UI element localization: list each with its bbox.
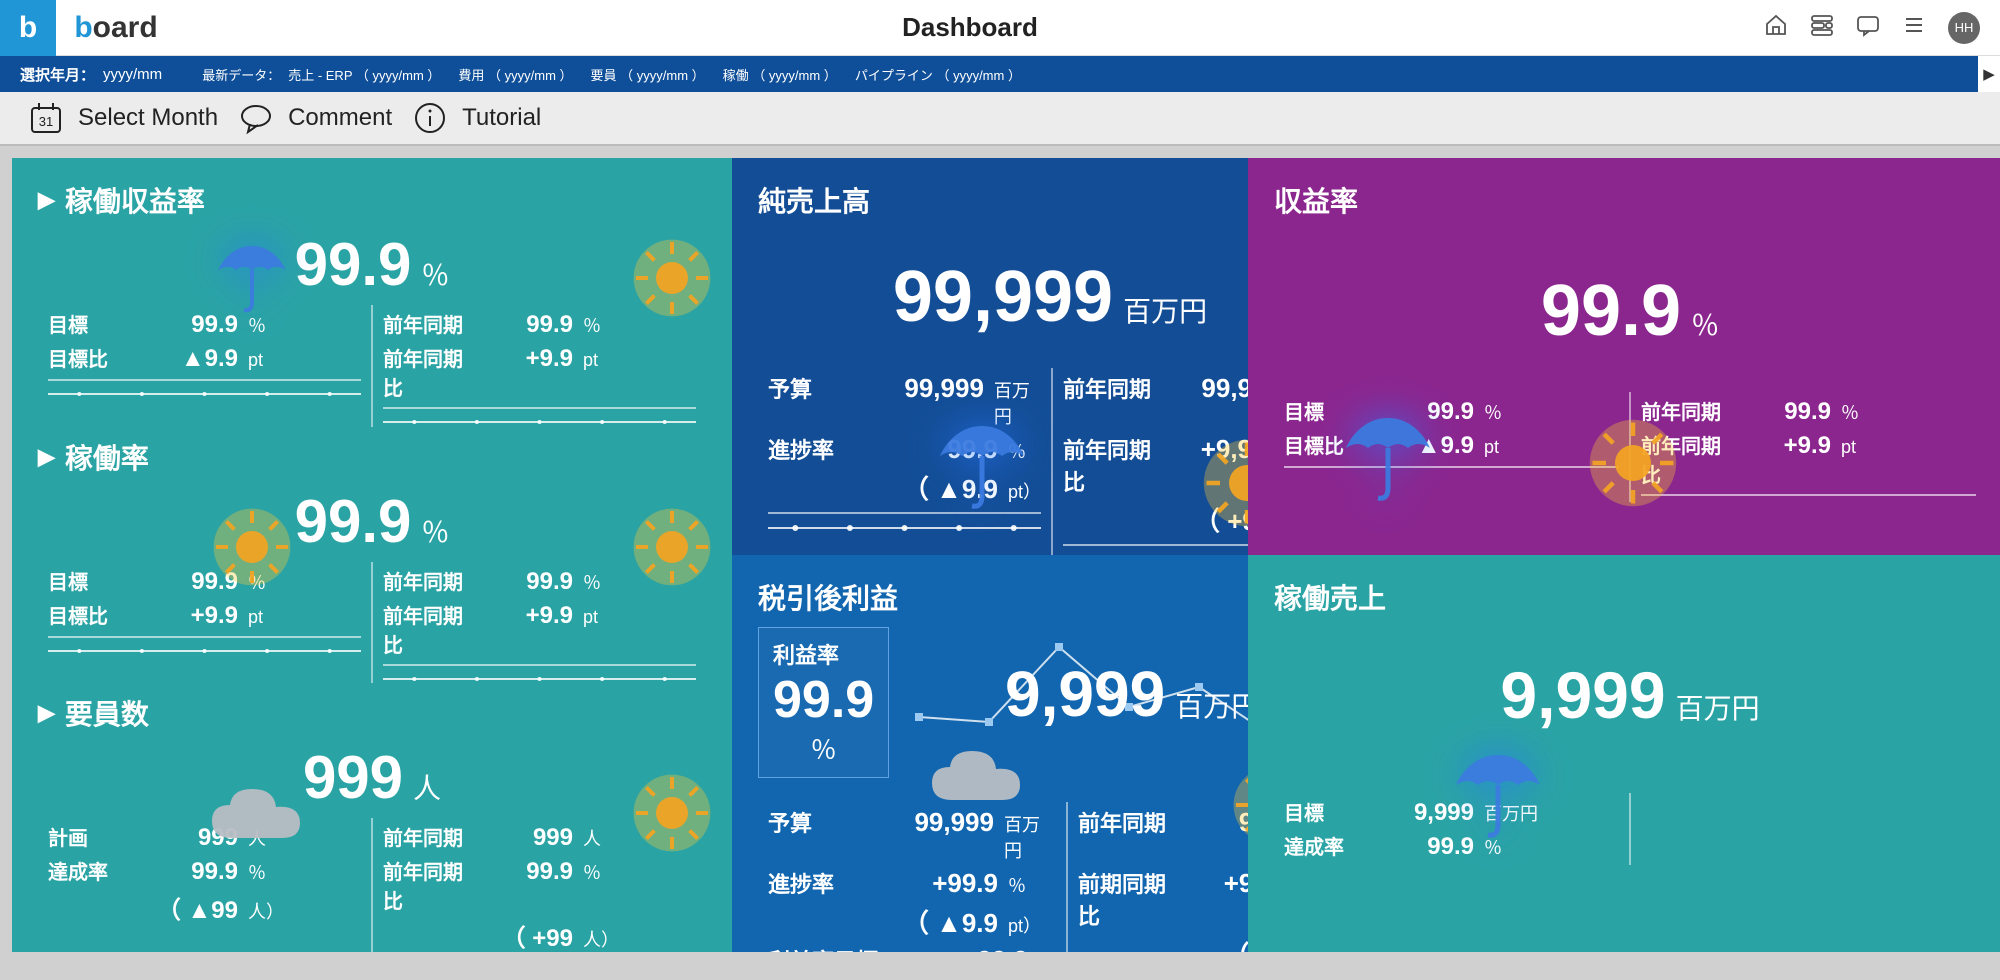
card-net-sales[interactable]: 純売上高 99,999 百万円 予算99,999百万円 進捗率99.9％ （ ▲… xyxy=(732,158,1248,555)
kpi-unit: 百万円 xyxy=(1123,290,1207,330)
chat-icon[interactable] xyxy=(1856,13,1880,42)
app-bar: b board Dashboard HH xyxy=(0,0,2000,56)
card-title: ▶要員数 xyxy=(38,693,706,733)
card-profit-rate-wrap: 収益率 99.9 ％ 目標99.9％ 目標比▲9.9pt 前年同期99.9％ 前… xyxy=(1248,158,2000,555)
kpi-value: 9,999 xyxy=(1005,657,1165,731)
card-after-tax[interactable]: 税引後利益 利益率 99.9 ％ 9,999百万円 予算99,999百万円 進捗… xyxy=(732,555,1248,952)
select-month-button[interactable]: 31 Select Month xyxy=(28,100,218,136)
app-icons: HH xyxy=(1764,12,2000,44)
sparkline xyxy=(48,645,361,657)
kpi-unit: ％ xyxy=(421,254,449,294)
avatar[interactable]: HH xyxy=(1948,12,1980,44)
calendar-icon: 31 xyxy=(28,100,64,136)
filter-bar: 選択年月： yyyy/mm 最新データ： 売上 - ERP （ yyyy/mm … xyxy=(0,56,2000,92)
card-title: 純売上高 xyxy=(758,180,1222,220)
filter-seg: 要員 （ yyyy/mm ） xyxy=(591,65,705,84)
card-title: 収益率 xyxy=(1274,180,1986,220)
card-profit-rate[interactable]: 収益率 99.9 ％ 目標99.9％ 目標比▲9.9pt 前年同期99.9％ 前… xyxy=(1248,158,2000,555)
home-icon[interactable] xyxy=(1764,13,1788,42)
menu-icon[interactable] xyxy=(1902,13,1926,42)
card-utilization[interactable]: ▶稼働率 99.9 ％ 目標99.9％ 目標比+9.9pt 前年同期99.9％ … xyxy=(12,427,732,684)
svg-text:31: 31 xyxy=(39,114,53,129)
logo-square[interactable]: b xyxy=(0,0,56,56)
tutorial-button[interactable]: Tutorial xyxy=(412,100,541,136)
kpi-unit: ％ xyxy=(421,511,449,551)
latest-label: 最新データ： xyxy=(202,65,280,84)
card-title: ▶稼働率 xyxy=(38,437,706,477)
card-title: 稼働売上 xyxy=(1274,577,1986,617)
kpi-value: 999 xyxy=(303,743,403,812)
card-headcount[interactable]: ▶要員数 999 人 計画999人 達成率99.9％ （ ▲99人） 前年同期9… xyxy=(12,683,732,952)
comment-button[interactable]: Comment xyxy=(238,100,392,136)
kpi-unit: 百万円 xyxy=(1175,691,1248,722)
dashboard-grid: 純売上高 99,999 百万円 予算99,999百万円 進捗率99.9％ （ ▲… xyxy=(0,146,2000,980)
page-title: Dashboard xyxy=(176,12,1764,43)
kpi-value: 99.9 xyxy=(295,230,412,299)
kpi-unit: 百万円 xyxy=(1676,687,1760,727)
kpi-value: 99,999 xyxy=(893,256,1113,338)
card-op-sales[interactable]: 稼働売上 9,999 百万円 目標9,999百万円 達成率99.9％ xyxy=(1248,555,2000,952)
toolbar: 31 Select Month Comment Tutorial xyxy=(0,92,2000,146)
kpi-value: 99.9 xyxy=(295,487,412,556)
filter-seg: 稼働 （ yyyy/mm ） xyxy=(723,65,837,84)
sparkline xyxy=(383,416,696,427)
filter-seg: 売上 - ERP （ yyyy/mm ） xyxy=(288,65,440,84)
filter-seg: 費用 （ yyyy/mm ） xyxy=(458,65,572,84)
info-icon xyxy=(412,100,448,136)
card-op-profit[interactable]: ▶稼働収益率 99.9 ％ 目標99.9％ 目標比▲9.9pt 前年同期99.9… xyxy=(12,158,732,427)
card-title: ▶稼働収益率 xyxy=(38,180,706,220)
filter-value[interactable]: yyyy/mm xyxy=(103,66,162,83)
sparkline xyxy=(383,673,696,684)
expand-arrow-icon[interactable]: ▶ xyxy=(1978,56,2000,92)
kpi-value: 99.9 xyxy=(1541,270,1681,352)
inner-profit-rate: 利益率 99.9 ％ xyxy=(758,627,889,778)
sparkline xyxy=(48,388,361,400)
kpi-value: 9,999 xyxy=(1500,657,1665,733)
card-title: 税引後利益 xyxy=(758,577,1222,617)
sparkline xyxy=(768,520,1041,536)
speech-icon xyxy=(238,100,274,136)
capsules-icon[interactable] xyxy=(1810,13,1834,42)
filter-label: 選択年月： xyxy=(20,64,95,85)
kpi-unit: ％ xyxy=(1691,304,1719,344)
kpi-unit: 人 xyxy=(413,767,441,807)
logo-text[interactable]: board xyxy=(56,11,176,45)
filter-seg: パイプライン （ yyyy/mm ） xyxy=(855,65,1021,84)
